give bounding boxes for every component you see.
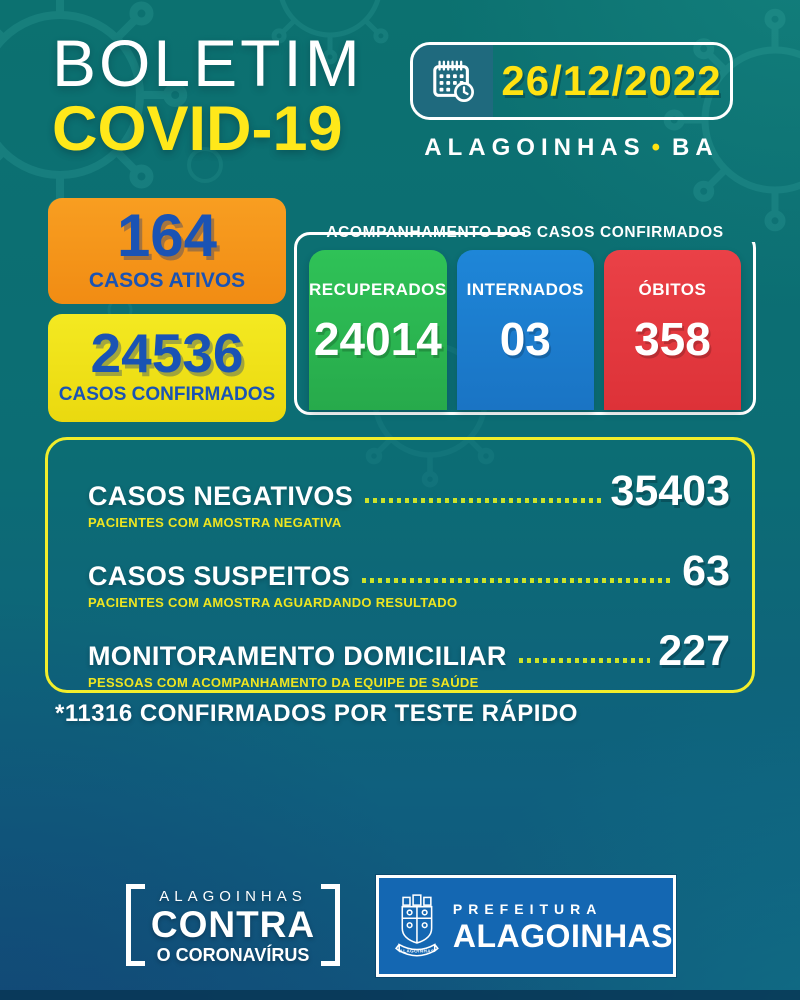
date-box: 26/12/2022 [410, 42, 733, 120]
location-state: BA [672, 134, 719, 161]
recovered-label: RECUPERADOS [309, 280, 447, 299]
left-bracket-icon [126, 884, 145, 966]
details-panel: CASOS NEGATIVOS 35403 PACIENTES COM AMOS… [45, 437, 755, 693]
active-cases-label: CASOS ATIVOS [88, 269, 246, 292]
city-crest-icon: ALAGOINHAS [395, 894, 439, 957]
right-bracket-icon [321, 884, 340, 966]
prefeitura-logo: ALAGOINHAS PREFEITURA ALAGOINHAS [376, 875, 676, 977]
location-city: ALAGOINHAS [424, 134, 646, 161]
home-monitoring-row: MONITORAMENTO DOMICILIAR 227 PESSOAS COM… [88, 627, 730, 691]
dotted-leader [365, 498, 603, 503]
suspected-cases-label: CASOS SUSPEITOS [88, 561, 351, 591]
active-cases-value: 164 [116, 202, 218, 269]
dotted-leader [362, 578, 675, 583]
suspected-cases-value: 63 [682, 547, 730, 595]
negative-cases-label: CASOS NEGATIVOS [88, 481, 354, 511]
prefeitura-text: PREFEITURA ALAGOINHAS [453, 901, 673, 952]
confirmed-tracking-panel: ACOMPANHAMENTO DOS CASOS CONFIRMADOS REC… [294, 224, 756, 415]
confirmed-cases-card: 24536 CASOS CONFIRMADOS [48, 314, 286, 422]
recovered-value: 24014 [313, 313, 442, 365]
suspected-cases-subtitle: PACIENTES COM AMOSTRA AGUARDANDO RESULTA… [88, 595, 458, 610]
confirmed-cases-label: CASOS CONFIRMADOS [58, 384, 276, 405]
bulletin-title: BOLETIM [52, 26, 363, 100]
prefeitura-line2: ALAGOINHAS [452, 917, 673, 954]
rapid-test-footnote: *11316 CONFIRMADOS POR TESTE RÁPIDO [55, 700, 578, 727]
suspected-cases-row: CASOS SUSPEITOS 63 PACIENTES COM AMOSTRA… [88, 547, 730, 611]
home-monitoring-value: 227 [658, 627, 730, 675]
campaign-logo: ALAGOINHAS CONTRA O CORONAVÍRUS [126, 884, 340, 966]
bottom-edge-strip [0, 990, 800, 1000]
crest-caption: ALAGOINHAS [399, 948, 434, 953]
deaths-card: ÓBITOS 358 [603, 250, 741, 410]
hospitalized-label: INTERNADOS [466, 280, 585, 299]
dotted-leader [518, 658, 651, 663]
deaths-value: 358 [634, 313, 711, 365]
bulletin-subtitle-covid19: COVID-19 [52, 94, 343, 164]
active-cases-card: 164 CASOS ATIVOS [48, 198, 286, 304]
campaign-text: ALAGOINHAS CONTRA O CORONAVÍRUS [150, 884, 316, 966]
campaign-line3: O CORONAVÍRUS [156, 945, 310, 965]
negative-cases-row: CASOS NEGATIVOS 35403 PACIENTES COM AMOS… [88, 467, 730, 531]
home-monitoring-subtitle: PESSOAS COM ACOMPANHAMENTO DA EQUIPE DE … [88, 675, 479, 690]
confirmed-cases-value: 24536 [90, 322, 244, 384]
home-monitoring-label: MONITORAMENTO DOMICILIAR [88, 641, 507, 671]
report-date: 26/12/2022 [501, 57, 722, 104]
prefeitura-line1: PREFEITURA [452, 900, 603, 917]
calendar-icon [413, 45, 493, 117]
location-line: ALAGOINHAS • BA [410, 134, 733, 162]
campaign-line1: ALAGOINHAS [159, 888, 307, 905]
deaths-label: ÓBITOS [638, 280, 707, 299]
hospitalized-card: INTERNADOS 03 [456, 250, 594, 410]
location-separator-dot: • [651, 134, 667, 161]
negative-cases-subtitle: PACIENTES COM AMOSTRA NEGATIVA [88, 515, 342, 530]
tracking-panel-title: ACOMPANHAMENTO DOS CASOS CONFIRMADOS [326, 224, 724, 241]
tracking-cards: RECUPERADOS 24014 INTERNADOS 03 ÓBITOS 3… [309, 250, 741, 410]
negative-cases-value: 35403 [610, 467, 730, 515]
campaign-line2: CONTRA [150, 904, 316, 945]
recovered-card: RECUPERADOS 24014 [309, 250, 447, 410]
hospitalized-value: 03 [499, 313, 551, 365]
